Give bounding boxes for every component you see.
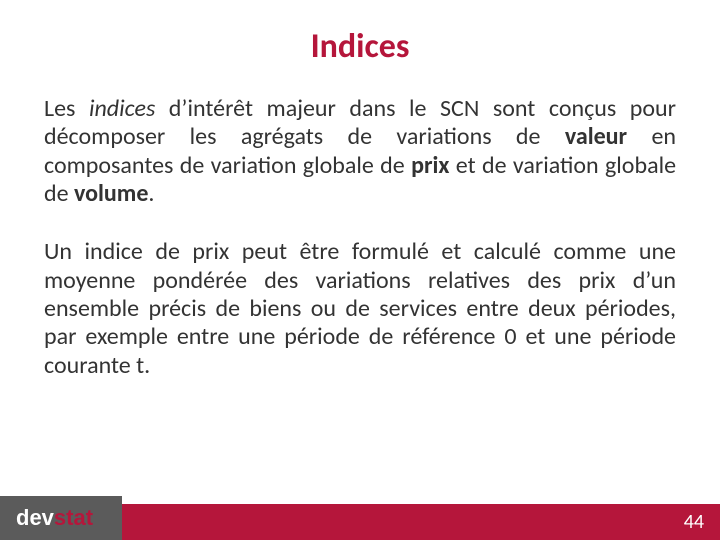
para1-volume: volume xyxy=(74,179,148,208)
page-number: 44 xyxy=(684,510,704,534)
slide: Indices Les indices d’intérêt majeur dan… xyxy=(0,0,720,540)
footer-band: 44 xyxy=(122,504,720,540)
paragraph-2: Un indice de prix peut être formulé et c… xyxy=(44,238,676,380)
para1-text: Les xyxy=(44,94,89,123)
logo-dev-text: dev xyxy=(16,505,54,531)
para1-prix: prix xyxy=(411,151,449,180)
paragraph-1: Les indices d’intérêt majeur dans le SCN… xyxy=(44,95,676,208)
para1-text: . xyxy=(148,179,154,208)
slide-title: Indices xyxy=(44,26,676,67)
logo: devstat xyxy=(0,496,122,540)
para1-valeur: valeur xyxy=(565,122,627,151)
slide-body: Les indices d’intérêt majeur dans le SCN… xyxy=(44,95,676,380)
logo-stat-text: stat xyxy=(54,505,93,531)
para1-indices: indices xyxy=(89,94,155,123)
slide-footer: 44 devstat xyxy=(0,504,720,540)
